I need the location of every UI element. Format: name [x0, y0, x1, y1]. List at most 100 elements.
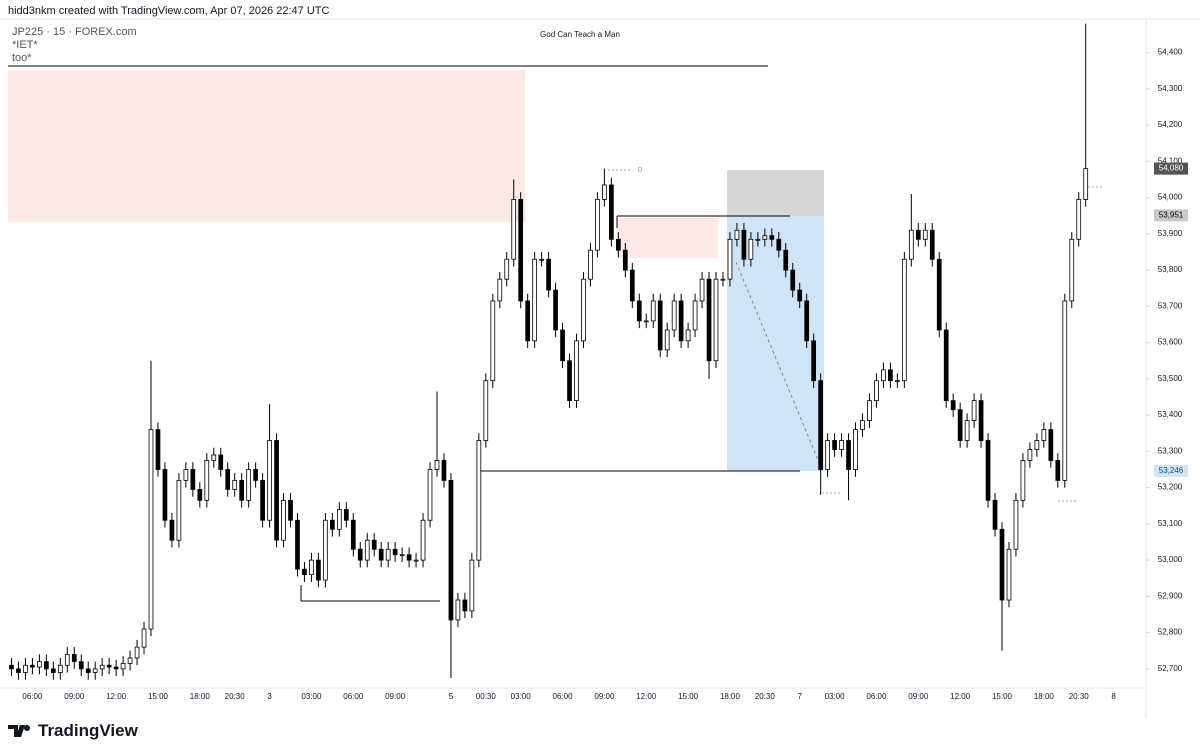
- candle-body: [860, 420, 865, 431]
- candle-body: [274, 440, 279, 541]
- candle-body: [260, 479, 265, 521]
- candle-body: [567, 360, 572, 402]
- candle-body: [629, 269, 635, 302]
- candle-body: [176, 479, 182, 541]
- candle-body: [239, 479, 245, 501]
- candle-body: [44, 661, 49, 670]
- candle-body: [141, 628, 147, 648]
- candle-body: [336, 508, 342, 530]
- candle-body: [525, 300, 531, 342]
- candle-body: [888, 369, 893, 382]
- candle-body: [99, 664, 105, 670]
- x-tick-label: 18:00: [190, 692, 211, 701]
- candle-body: [741, 229, 747, 260]
- price-label-box: [1154, 162, 1188, 175]
- candle-body: [713, 278, 719, 362]
- candle-body: [964, 420, 970, 441]
- candle-body: [595, 199, 600, 251]
- candle-body: [609, 184, 614, 240]
- candle-body: [364, 539, 370, 561]
- candle-body: [204, 460, 210, 501]
- candle-body: [302, 568, 307, 576]
- x-tick-label: 18:00: [1034, 692, 1055, 701]
- candle-body: [560, 329, 565, 362]
- candle-body: [539, 258, 544, 261]
- candle-body: [295, 519, 300, 570]
- candle-body: [350, 519, 356, 550]
- candle-body: [943, 329, 949, 402]
- candle-body: [706, 278, 712, 362]
- candle-body: [978, 400, 984, 441]
- candle-body: [120, 663, 126, 670]
- y-tick-label: 53,000: [1158, 555, 1183, 564]
- candle-body: [922, 229, 928, 240]
- x-tick-label: 15:00: [148, 692, 169, 701]
- footer-logo: TradingView: [8, 721, 138, 741]
- candle-body: [950, 400, 956, 411]
- candle-body: [783, 249, 789, 271]
- candle-body: [678, 300, 684, 342]
- candle-body: [483, 380, 489, 441]
- candle-body: [776, 238, 782, 251]
- candle-body: [546, 258, 551, 291]
- candle-body: [490, 300, 496, 382]
- x-tick-label: 20:30: [1069, 692, 1090, 701]
- y-tick-label: 53,800: [1158, 265, 1183, 274]
- candle-body: [846, 440, 851, 470]
- candle-body: [462, 599, 468, 612]
- candle-body: [574, 340, 579, 402]
- candle-body: [127, 657, 133, 664]
- candle-body: [23, 664, 28, 673]
- candle-body: [769, 235, 775, 240]
- candle-body: [218, 454, 224, 470]
- candle-body: [16, 668, 21, 673]
- x-tick-label: 7: [797, 692, 802, 701]
- x-tick-label: 06:00: [22, 692, 43, 701]
- candle-body: [267, 440, 272, 521]
- x-tick-label: 09:00: [64, 692, 85, 701]
- candle-body: [232, 479, 238, 490]
- candle-body: [511, 199, 517, 260]
- x-tick-label: 20:30: [755, 692, 776, 701]
- price-label: 53,951: [1159, 210, 1184, 219]
- candle-body: [692, 300, 698, 331]
- price-label-box: [1154, 464, 1188, 477]
- candle-body: [1048, 429, 1054, 461]
- candle-body: [420, 519, 426, 561]
- y-tick-label: 53,600: [1158, 338, 1183, 347]
- candle-body: [971, 400, 977, 421]
- y-tick-label: 54,400: [1158, 48, 1183, 57]
- candle-body: [113, 666, 119, 670]
- candle-body: [636, 300, 642, 322]
- candle-body: [281, 499, 286, 541]
- candle-body: [385, 548, 391, 561]
- candle-body: [657, 300, 663, 351]
- candle-body: [908, 229, 914, 260]
- credit: hidd3nkm created with TradingView.com, A…: [8, 5, 330, 17]
- candle-body: [790, 269, 796, 291]
- candle-body: [497, 278, 503, 302]
- x-tick-label: 03:00: [301, 692, 322, 701]
- candle-body: [734, 229, 740, 240]
- candle-body: [448, 479, 454, 621]
- candle-body: [929, 229, 935, 260]
- candle-body: [1083, 168, 1089, 200]
- candle-body: [253, 469, 258, 481]
- note: too*: [12, 52, 32, 64]
- candle-body: [371, 539, 377, 550]
- y-tick-label: 52,700: [1158, 664, 1183, 673]
- candle-body: [581, 278, 586, 342]
- zone: [8, 70, 525, 222]
- y-tick-label: 53,700: [1158, 301, 1183, 310]
- candle-body: [441, 460, 447, 481]
- candle-body: [685, 329, 691, 342]
- candle-body: [78, 661, 84, 670]
- stop-zone: [727, 170, 824, 216]
- annotation: D: [638, 168, 643, 174]
- candle-body: [671, 300, 677, 331]
- candle-body: [797, 289, 803, 302]
- candle-body: [985, 440, 991, 501]
- candle-body: [720, 278, 726, 281]
- x-tick-label: 15:00: [678, 692, 699, 701]
- x-tick-label: 06:00: [343, 692, 364, 701]
